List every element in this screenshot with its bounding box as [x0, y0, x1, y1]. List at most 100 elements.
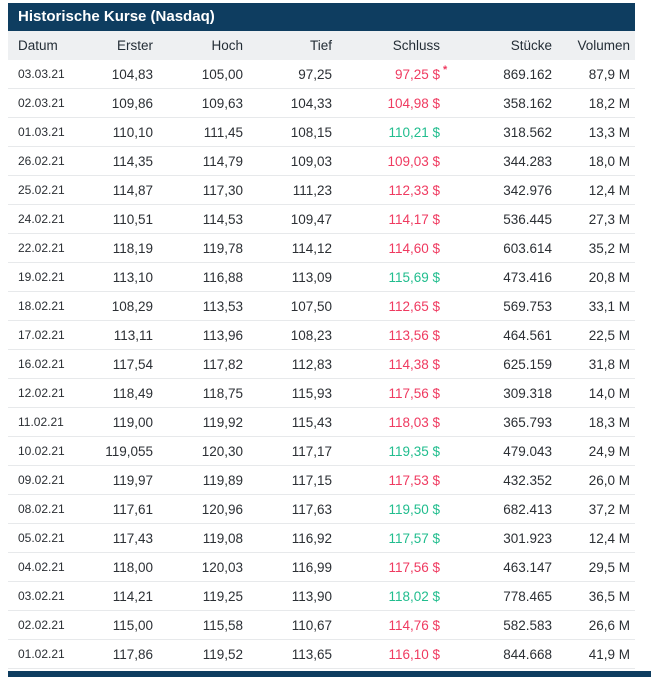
cell-hoch: 111,45	[153, 117, 243, 147]
cell-tief: 109,47	[243, 204, 332, 234]
close-value: 112,65 $	[388, 298, 440, 314]
cell-stuecke: 464.561	[440, 320, 552, 350]
cell-schluss: 117,56 $	[332, 552, 440, 582]
table-row: 19.02.21 113,10 116,88 113,09 115,69 $ 4…	[8, 262, 635, 292]
cell-erster: 114,87	[90, 175, 153, 205]
close-value: 114,17 $	[388, 211, 440, 227]
cell-hoch: 113,96	[153, 320, 243, 350]
cell-stuecke: 844.668	[440, 639, 552, 669]
cell-stuecke: 682.413	[440, 494, 552, 524]
cell-hoch: 120,03	[153, 552, 243, 582]
cell-tief: 104,33	[243, 88, 332, 118]
cell-datum: 24.02.21	[8, 204, 90, 234]
cell-stuecke: 365.793	[440, 407, 552, 437]
cell-tief: 110,67	[243, 610, 332, 640]
cell-hoch: 113,53	[153, 291, 243, 321]
cell-schluss: 115,69 $	[332, 262, 440, 292]
cell-stuecke: 463.147	[440, 552, 552, 582]
table-row: 02.03.21 109,86 109,63 104,33 104,98 $ 3…	[8, 88, 635, 118]
cell-volumen: 12,4 M	[552, 175, 635, 205]
cell-hoch: 116,88	[153, 262, 243, 292]
cell-datum: 01.03.21	[8, 117, 90, 147]
close-value: 112,33 $	[388, 182, 440, 198]
cell-tief: 116,92	[243, 523, 332, 553]
close-value: 110,21 $	[388, 124, 440, 140]
cell-tief: 109,03	[243, 146, 332, 176]
cell-hoch: 120,30	[153, 436, 243, 466]
close-value: 113,56 $	[388, 327, 440, 343]
cell-erster: 108,29	[90, 291, 153, 321]
cell-schluss: 114,76 $	[332, 610, 440, 640]
cell-erster: 115,00	[90, 610, 153, 640]
cell-hoch: 109,63	[153, 88, 243, 118]
cell-volumen: 13,3 M	[552, 117, 635, 147]
table-row: 01.02.21 117,86 119,52 113,65 116,10 $ 8…	[8, 639, 635, 669]
column-header-datum: Datum	[8, 31, 90, 60]
cell-erster: 119,055	[90, 436, 153, 466]
close-value: 118,03 $	[388, 414, 440, 430]
cell-volumen: 31,8 M	[552, 349, 635, 379]
column-header-stuecke: Stücke	[440, 31, 552, 60]
cell-datum: 01.02.21	[8, 639, 90, 669]
cell-schluss: 118,02 $	[332, 581, 440, 611]
cell-datum: 16.02.21	[8, 349, 90, 379]
cell-stuecke: 536.445	[440, 204, 552, 234]
cell-schluss: 112,33 $	[332, 175, 440, 205]
cell-hoch: 120,96	[153, 494, 243, 524]
cell-stuecke: 358.162	[440, 88, 552, 118]
close-value: 118,02 $	[388, 588, 440, 604]
close-value: 117,56 $	[388, 385, 440, 401]
table-row: 10.02.21 119,055 120,30 117,17 119,35 $ …	[8, 436, 635, 466]
cell-erster: 110,10	[90, 117, 153, 147]
cell-volumen: 18,3 M	[552, 407, 635, 437]
cell-tief: 108,15	[243, 117, 332, 147]
cell-schluss: 110,21 $	[332, 117, 440, 147]
cell-erster: 113,11	[90, 320, 153, 350]
section-title: Historische Kurse (Nasdaq)	[8, 3, 635, 31]
cell-stuecke: 318.562	[440, 117, 552, 147]
table-row: 24.02.21 110,51 114,53 109,47 114,17 $ 5…	[8, 204, 635, 234]
close-value: 119,50 $	[388, 501, 440, 517]
cell-erster: 109,86	[90, 88, 153, 118]
table-row: 09.02.21 119,97 119,89 117,15 117,53 $ 4…	[8, 465, 635, 495]
column-header-volumen: Volumen	[552, 31, 635, 60]
cell-erster: 104,83	[90, 60, 153, 89]
table-row: 16.02.21 117,54 117,82 112,83 114,38 $ 6…	[8, 349, 635, 379]
cell-volumen: 14,0 M	[552, 378, 635, 408]
cell-volumen: 22,5 M	[552, 320, 635, 350]
next-section-header-edge	[8, 671, 651, 677]
cell-erster: 117,43	[90, 523, 153, 553]
cell-volumen: 36,5 M	[552, 581, 635, 611]
close-value: 117,57 $	[388, 530, 440, 546]
cell-hoch: 114,53	[153, 204, 243, 234]
column-header-schluss: Schluss	[332, 31, 440, 60]
cell-schluss: 119,35 $	[332, 436, 440, 466]
table-row: 22.02.21 118,19 119,78 114,12 114,60 $ 6…	[8, 233, 635, 263]
cell-stuecke: 625.159	[440, 349, 552, 379]
cell-volumen: 41,9 M	[552, 639, 635, 669]
cell-tief: 115,93	[243, 378, 332, 408]
cell-volumen: 27,3 M	[552, 204, 635, 234]
cell-volumen: 33,1 M	[552, 291, 635, 321]
column-header-erster: Erster	[90, 31, 153, 60]
cell-erster: 110,51	[90, 204, 153, 234]
cell-erster: 118,19	[90, 233, 153, 263]
column-header-hoch: Hoch	[153, 31, 243, 60]
cell-erster: 117,61	[90, 494, 153, 524]
cell-hoch: 119,78	[153, 233, 243, 263]
cell-erster: 117,54	[90, 349, 153, 379]
cell-stuecke: 603.614	[440, 233, 552, 263]
close-value: 119,35 $	[388, 443, 440, 459]
cell-erster: 114,35	[90, 146, 153, 176]
cell-tief: 115,43	[243, 407, 332, 437]
cell-schluss: 114,17 $	[332, 204, 440, 234]
cell-datum: 02.03.21	[8, 88, 90, 118]
cell-schluss: 117,57 $	[332, 523, 440, 553]
cell-schluss: 119,50 $	[332, 494, 440, 524]
cell-volumen: 26,6 M	[552, 610, 635, 640]
cell-tief: 112,83	[243, 349, 332, 379]
table-row: 17.02.21 113,11 113,96 108,23 113,56 $ 4…	[8, 320, 635, 350]
cell-stuecke: 309.318	[440, 378, 552, 408]
cell-hoch: 114,79	[153, 146, 243, 176]
close-value: 115,69 $	[388, 269, 440, 285]
